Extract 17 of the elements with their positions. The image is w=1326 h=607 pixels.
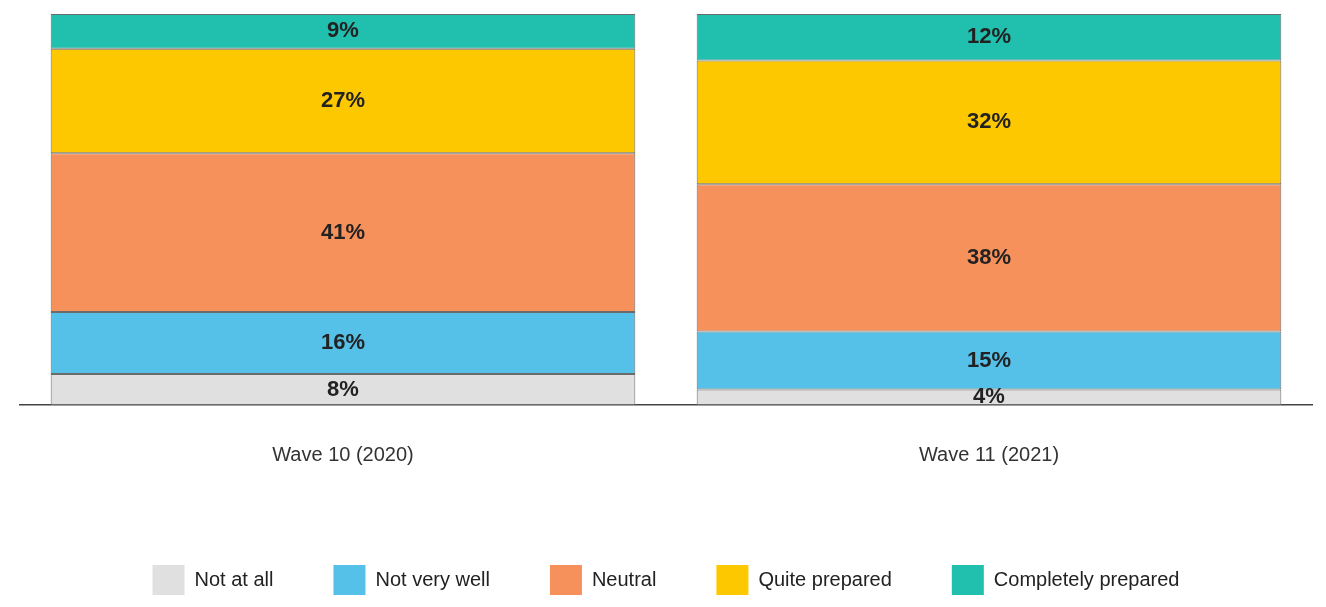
data-label: 38% <box>966 243 1012 269</box>
data-label: 9% <box>327 17 359 43</box>
data-label: 12% <box>966 23 1012 49</box>
legend-label: Quite prepared <box>758 567 892 590</box>
data-label: 4% <box>973 383 1005 409</box>
data-label: 41% <box>320 218 366 244</box>
legend-label: Completely prepared <box>993 567 1180 590</box>
data-label: 27% <box>320 87 366 113</box>
data-label: 15% <box>966 346 1012 372</box>
data-label: 16% <box>320 329 366 355</box>
x-tick-label: Wave 10 (2020) <box>272 442 414 465</box>
x-tick-label: Wave 11 (2021) <box>918 442 1060 465</box>
data-label: 32% <box>966 108 1012 134</box>
legend-label: Not very well <box>375 567 490 590</box>
legend-label: Neutral <box>591 567 657 590</box>
data-label: 8% <box>327 375 359 401</box>
legend-label: Not at all <box>194 567 274 590</box>
